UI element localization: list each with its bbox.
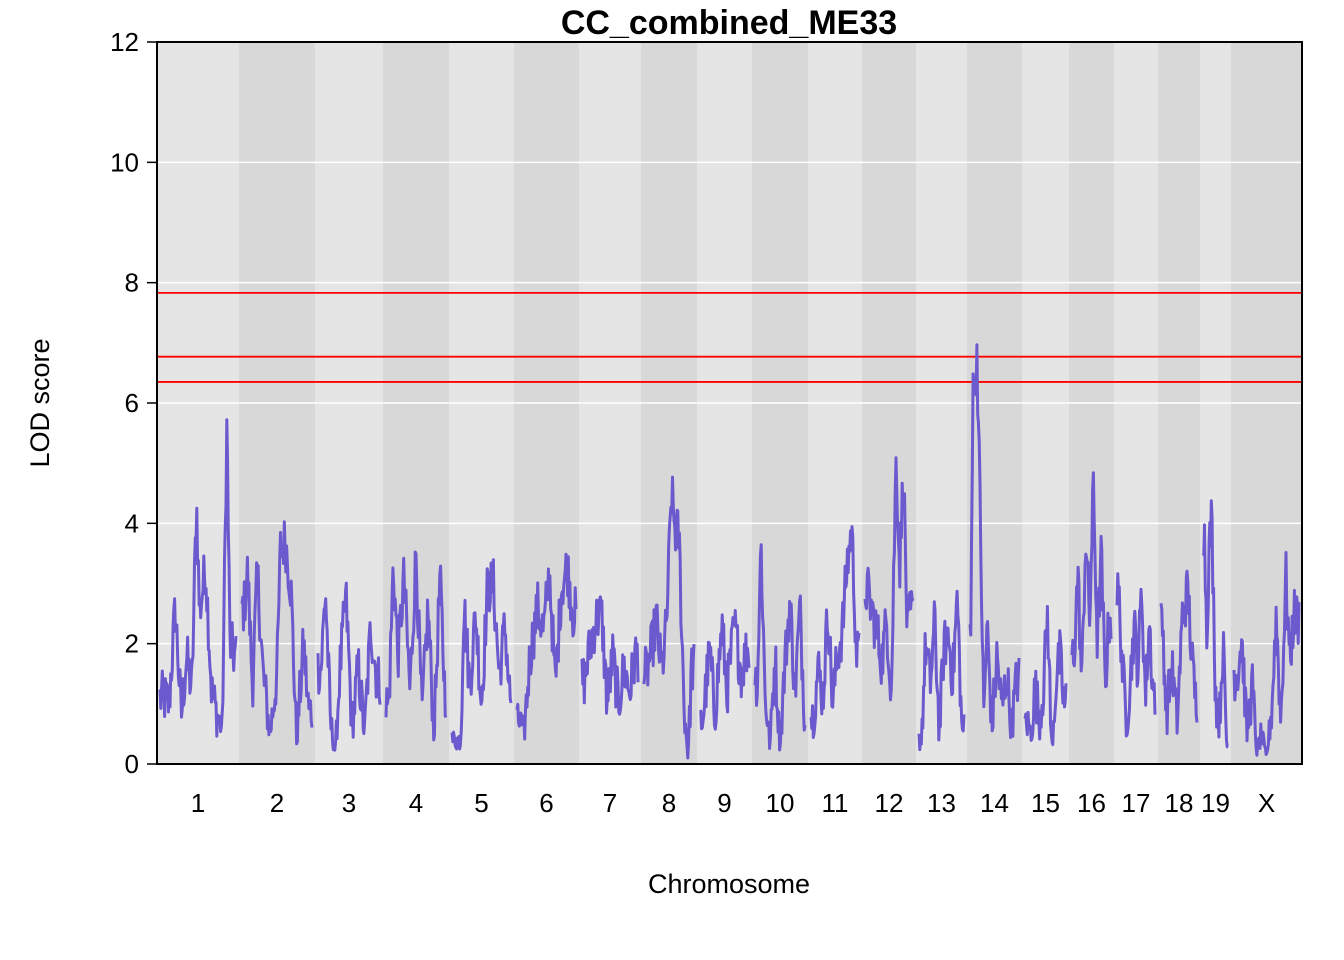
x-tick-label-17: 17 (1122, 788, 1151, 818)
lod-line-chr-14 (968, 343, 1021, 739)
lod-line-chr-5 (450, 558, 513, 751)
lod-line-chr-16 (1070, 471, 1113, 689)
lod-line-chr-17 (1115, 572, 1157, 738)
y-tick-label: 8 (125, 268, 139, 298)
x-tick-label-18: 18 (1165, 788, 1194, 818)
x-axis-label: Chromosome (648, 869, 810, 899)
x-tick-label-6: 6 (539, 788, 553, 818)
lod-line-chr-3 (316, 581, 382, 752)
chart-title: CC_combined_ME33 (561, 4, 897, 42)
lod-line-chr-11 (809, 525, 861, 739)
lod-line-chr-9 (699, 609, 751, 731)
lod-line-chr-13 (917, 589, 966, 752)
lod-series (158, 343, 1301, 760)
x-tick-label-3: 3 (342, 788, 356, 818)
x-tick-label-8: 8 (662, 788, 676, 818)
y-tick-label: 4 (125, 508, 139, 538)
lod-line-chr-2 (240, 520, 314, 746)
y-axis: 0 2 4 6 8 10 12 (110, 27, 157, 779)
x-tick-label-12: 12 (875, 788, 904, 818)
y-tick-label: 2 (125, 629, 139, 659)
lod-line-chr-6 (515, 552, 578, 741)
lod-line-chr-18 (1159, 569, 1199, 736)
lod-line-chr-X (1232, 551, 1301, 757)
lod-line-chr-8 (642, 475, 696, 760)
x-tick-label-1: 1 (191, 788, 205, 818)
x-tick-label-19: 19 (1201, 788, 1230, 818)
x-tick-label-2: 2 (270, 788, 284, 818)
x-tick-label-9: 9 (717, 788, 731, 818)
y-tick-label: 6 (125, 388, 139, 418)
lod-line-chr-15 (1023, 605, 1068, 747)
x-tick-label-11: 11 (822, 788, 849, 818)
x-axis: 1 2 3 4 5 6 7 8 9 10 11 12 13 14 15 16 17 18 19 X (191, 788, 1275, 818)
y-axis-label: LOD score (25, 338, 55, 467)
lod-line-chr-7 (580, 595, 640, 716)
lod-line-chr-12 (863, 456, 915, 702)
x-tick-label-X: X (1258, 788, 1275, 818)
threshold-lines (157, 291, 1302, 383)
y-tick-label: 0 (125, 749, 139, 779)
x-tick-label-16: 16 (1077, 788, 1106, 818)
y-tick-label: 12 (110, 27, 139, 57)
lod-line-chr-4 (384, 550, 448, 742)
x-tick-label-4: 4 (409, 788, 423, 818)
x-tick-label-5: 5 (474, 788, 488, 818)
lod-line-chr-10 (753, 543, 807, 752)
lod-line-chr-19 (1201, 499, 1229, 749)
y-tick-label: 10 (110, 147, 139, 177)
x-tick-label-13: 13 (927, 788, 956, 818)
x-tick-label-10: 10 (766, 788, 795, 818)
lod-line-chr-1 (158, 418, 238, 738)
x-tick-label-7: 7 (603, 788, 617, 818)
x-tick-label-14: 14 (980, 788, 1009, 818)
x-tick-label-15: 15 (1031, 788, 1060, 818)
